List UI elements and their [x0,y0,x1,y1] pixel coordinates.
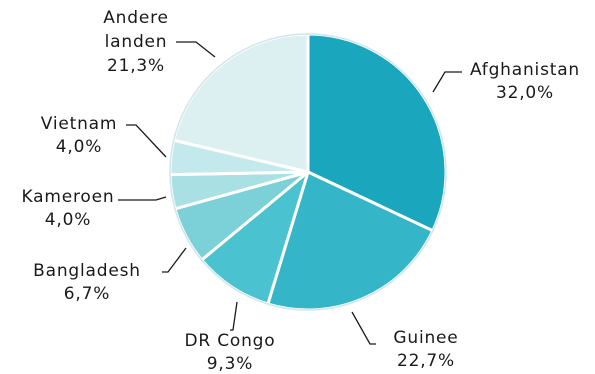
leader-vietnam [126,124,167,158]
leader-bangladesh [162,247,187,273]
pie-slices [168,32,448,312]
slice-label-andere-landen-line2: landen [105,32,168,52]
slice-label-dr-congo: DR Congo [185,331,276,351]
leader-afghanistan [432,71,462,93]
slice-label-guinee: Guinee [393,328,458,348]
slice-label-vietnam: Vietnam [41,114,117,134]
slice-value-dr-congo: 9,3% [207,354,253,374]
slice-value-guinee: 22,7% [397,351,455,371]
slice-label-afghanistan: Afghanistan [470,60,580,80]
slice-label-andere-landen-line1: Andere [103,8,169,28]
leader-kameroen [118,196,167,201]
leader-dr-congo [230,301,238,331]
slice-value-vietnam: 4,0% [56,137,102,157]
slice-label-bangladesh: Bangladesh [33,261,141,281]
leader-guinee [351,311,376,345]
slice-value-andere-landen: 21,3% [107,56,165,76]
slice-value-kameroen: 4,0% [45,210,91,230]
slice-value-afghanistan: 32,0% [496,83,554,103]
pie-outline [169,33,447,311]
leader-andere-landen [176,41,216,58]
slice-value-bangladesh: 6,7% [64,284,110,304]
slice-label-kameroen: Kameroen [22,187,115,207]
